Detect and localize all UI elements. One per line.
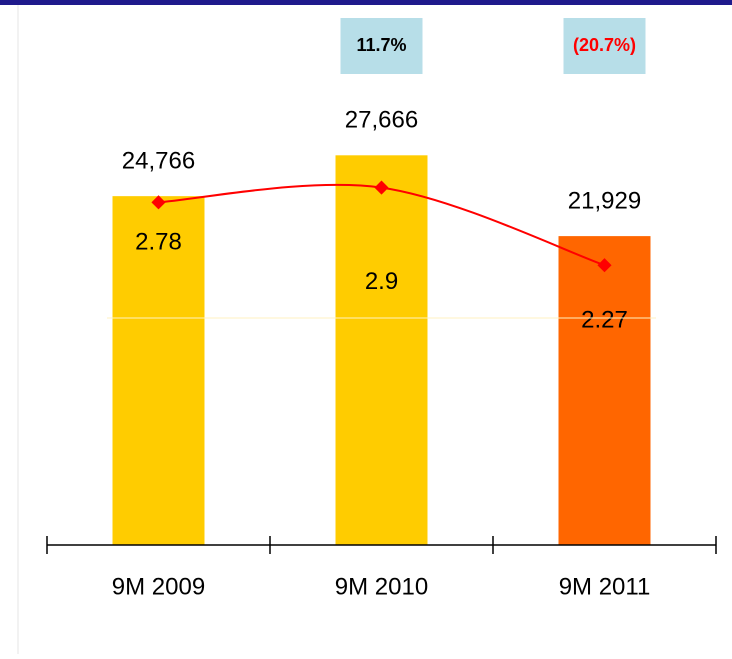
bar bbox=[335, 155, 428, 545]
line-value-label: 2.78 bbox=[135, 229, 182, 256]
bar-value-label: 27,666 bbox=[345, 107, 418, 134]
top-rule bbox=[0, 0, 732, 5]
line-marker bbox=[151, 195, 166, 210]
annotation-box bbox=[563, 18, 646, 74]
line-marker bbox=[597, 258, 612, 273]
x-tick-label: 9M 2009 bbox=[112, 573, 205, 600]
bar bbox=[558, 236, 651, 545]
line-value-label: 2.9 bbox=[365, 268, 398, 295]
bar-value-label: 21,929 bbox=[568, 187, 641, 214]
line-marker bbox=[374, 180, 389, 195]
line-value-label: 2.27 bbox=[581, 307, 628, 334]
x-tick-label: 9M 2011 bbox=[559, 573, 651, 600]
bar bbox=[112, 196, 205, 545]
bar-value-label: 24,766 bbox=[122, 147, 195, 174]
annotation: (20.7%) bbox=[573, 35, 636, 55]
x-tick-label: 9M 2010 bbox=[335, 573, 428, 600]
annotation: 11.7% bbox=[356, 35, 406, 55]
annotation-box bbox=[340, 18, 423, 74]
